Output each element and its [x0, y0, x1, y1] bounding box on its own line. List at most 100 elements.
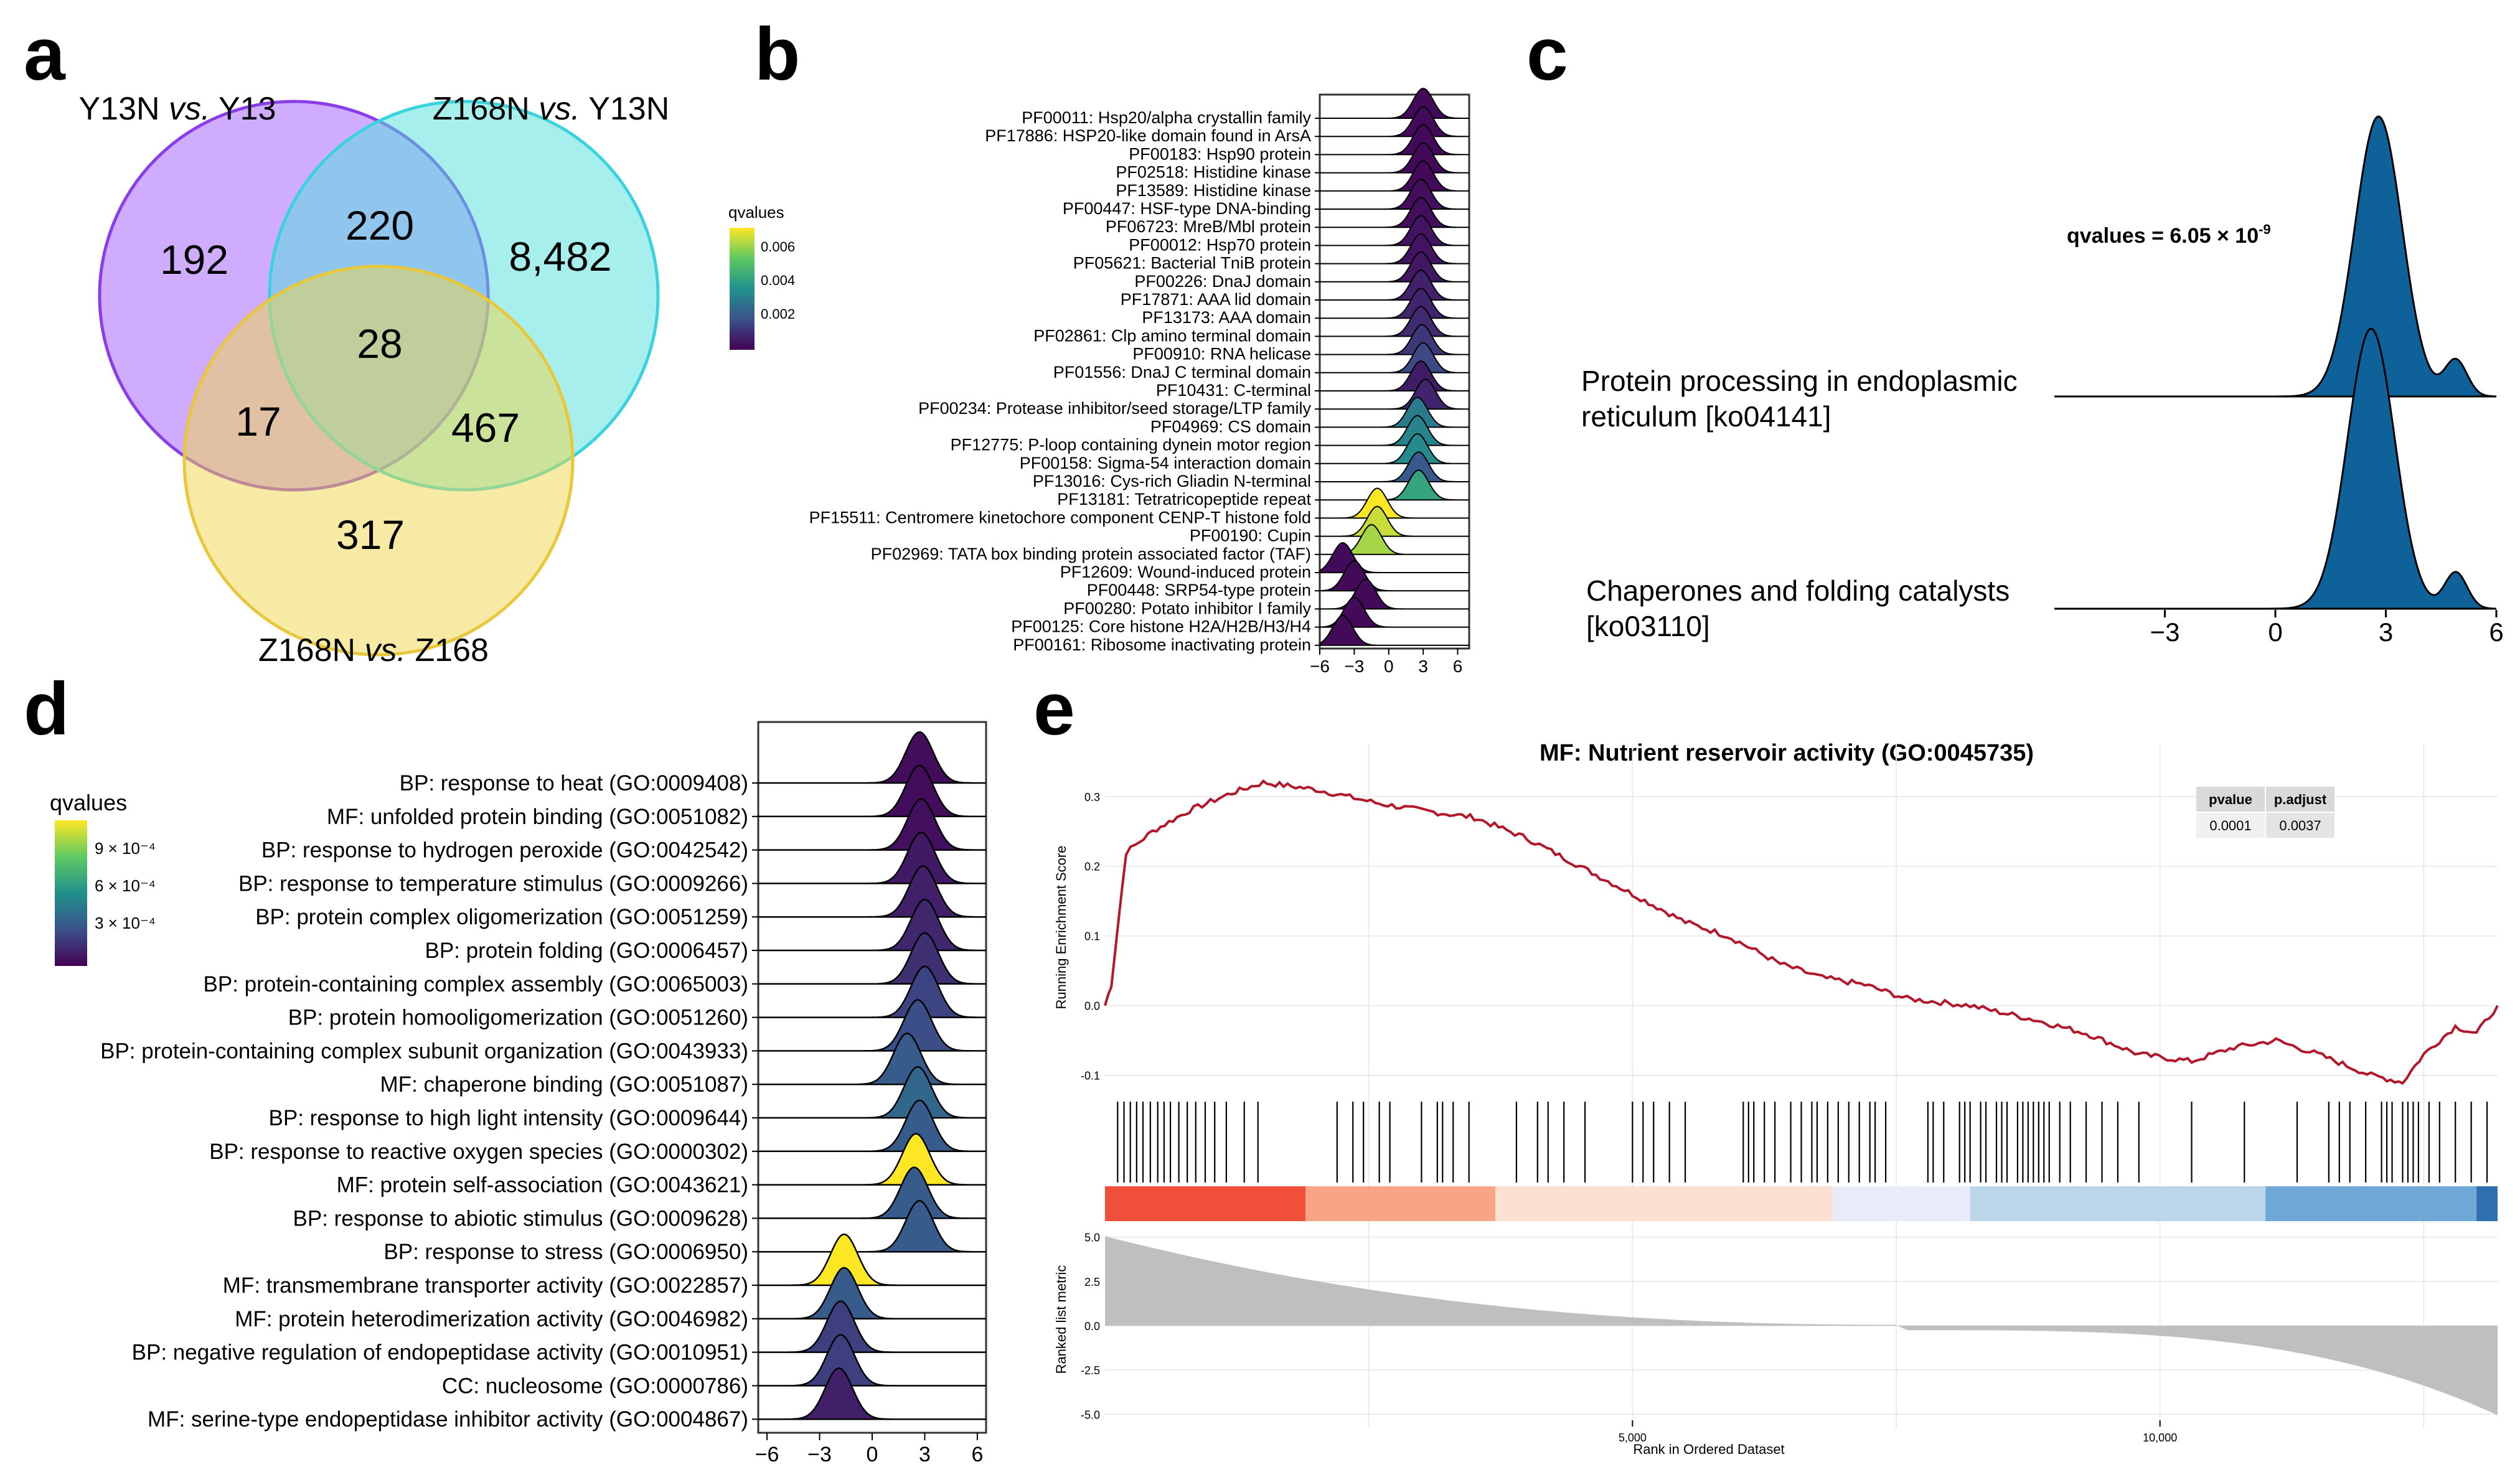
pfam-ridge	[1320, 106, 1469, 138]
kegg-xtick-label: 0	[2268, 617, 2282, 647]
go-legend-title: qvalues	[50, 790, 127, 815]
go-row-label: BP: response to hydrogen peroxide (GO:00…	[261, 838, 748, 863]
go-xtick-label: 3	[919, 1443, 931, 1466]
gsea-xtick-label: 10,000	[2143, 1432, 2177, 1444]
go-ridge	[758, 764, 986, 818]
pfam-ridge	[1320, 88, 1469, 119]
go-ridge	[758, 1267, 986, 1320]
venn-count-a-only: 192	[160, 237, 228, 283]
go-row-label: MF: chaperone binding (GO:0051087)	[380, 1072, 748, 1097]
pfam-legend-tick: 0.004	[761, 273, 795, 288]
pfam-ridge	[1320, 160, 1469, 192]
go-row-label: MF: unfolded protein binding (GO:0051082…	[327, 805, 748, 829]
go-row-label: BP: protein folding (GO:0006457)	[425, 939, 748, 963]
pfam-row-label: PF17886: HSP20-like domain found in ArsA	[985, 126, 1311, 145]
gsea-stats-table: pvalue p.adjust 0.0001 0.0037	[2196, 787, 2334, 838]
kegg-row-label: reticulum [ko04141]	[1581, 400, 1831, 433]
table-header-cell	[2196, 787, 2265, 812]
pfam-row-label: PF02518: Histidine kinase	[1116, 163, 1311, 182]
gsea-heat-segment	[1305, 1186, 1496, 1221]
gsea-metric-ylabel: Ranked list metric	[1053, 1265, 1069, 1374]
gsea-es-tick-label: 0.0	[1084, 1000, 1100, 1013]
pfam-row-label: PF00447: HSF-type DNA-binding	[1063, 199, 1311, 218]
venn-count-c-only: 317	[336, 512, 405, 558]
go-ridge	[758, 731, 986, 784]
pfam-ridge	[1319, 560, 1469, 592]
pfam-row-label: PF04969: CS domain	[1150, 417, 1311, 436]
go-legend-tick: 3 × 10⁻⁴	[95, 914, 156, 932]
go-row-label: MF: transmembrane transporter activity (…	[223, 1273, 748, 1298]
table-header: p.adjust	[2274, 792, 2327, 807]
pfam-row-label: PF00161: Ribosome inactivating protein	[1013, 635, 1311, 654]
pfam-ridge	[1320, 433, 1469, 464]
table-header-cell	[2266, 787, 2334, 812]
venn-set-c	[182, 265, 575, 657]
pfam-ridge	[1320, 415, 1469, 446]
kegg-row-label: [ko03110]	[1586, 610, 1710, 642]
gsea-es-tick-label: 0.3	[1084, 791, 1100, 804]
venn-diagram: Y13N vs. Y13 Z168N vs. Y13N Z168N vs. Z1…	[78, 91, 669, 668]
pfam-row-label: PF00280: Potato inhibitor I family	[1063, 599, 1311, 617]
go-row-label: MF: serine-type endopeptidase inhibitor …	[148, 1407, 748, 1432]
kegg-row-label: Chaperones and folding catalysts	[1586, 574, 2010, 607]
pfam-ridge	[1320, 269, 1469, 301]
go-ridge	[758, 965, 986, 1018]
go-row-label: BP: protein homooligomerization (GO:0051…	[288, 1006, 748, 1030]
venn-set-c-label: Z168N vs. Z168	[258, 632, 489, 668]
pfam-row-label: PF02861: Clp amino terminal domain	[1033, 326, 1311, 345]
gsea-metric-tick-label: -2.5	[1081, 1364, 1100, 1377]
kegg-qvalue-annotation: qvalues = 6.05 × 10-9	[2067, 222, 2271, 248]
pfam-legend-title: qvalues	[728, 203, 784, 222]
pfam-ridge	[1320, 215, 1469, 246]
gsea-heat-segment	[1833, 1186, 1970, 1221]
pfam-ridge	[1320, 142, 1469, 174]
gsea-xtick-label: 5,000	[1619, 1432, 1647, 1444]
pfam-row-label: PF13173: AAA domain	[1142, 308, 1311, 327]
pfam-row-label: PF13181: Tetratricopeptide repeat	[1057, 490, 1311, 509]
pfam-row-label: PF15511: Centromere kinetochore componen…	[809, 508, 1311, 527]
go-ridge	[758, 932, 986, 985]
panel-label-b: b	[755, 12, 800, 96]
venn-count-bc: 467	[451, 405, 520, 451]
kegg-ridge	[2054, 115, 2497, 398]
pfam-row-label: PF00234: Protease inhibitor/seed storage…	[918, 399, 1311, 418]
pfam-xtick-label: −6	[1310, 657, 1330, 676]
pfam-plot-frame	[1319, 93, 1470, 650]
gsea-heat-segment	[1105, 1186, 1305, 1221]
venn-count-ab: 220	[346, 202, 414, 248]
go-ridge	[758, 1066, 986, 1119]
panel-label-a: a	[24, 12, 66, 96]
pfam-ridge	[1319, 614, 1469, 646]
go-xtick-label: 0	[867, 1443, 878, 1466]
go-legend-colorbar	[55, 820, 87, 966]
go-xtick-label: −3	[807, 1443, 832, 1466]
table-value-cell	[2266, 813, 2334, 838]
pfam-ridge	[1320, 487, 1469, 519]
venn-count-abc: 28	[357, 321, 402, 367]
gsea-title: MF: Nutrient reservoir activity (GO:0045…	[1540, 740, 2034, 766]
go-ridge	[758, 1367, 986, 1420]
pfam-ridge	[1320, 342, 1469, 373]
gsea-metric-tick-label: 5.0	[1084, 1232, 1100, 1244]
pfam-ridge	[1320, 360, 1469, 391]
panel-label-c: c	[1526, 12, 1568, 96]
pfam-ridge	[1320, 505, 1469, 537]
pfam-legend-tick: 0.002	[761, 306, 795, 322]
pfam-row-label: PF00012: Hsp70 protein	[1129, 235, 1311, 254]
gsea-metric-tick-label: 2.5	[1084, 1276, 1100, 1288]
go-ridge	[758, 999, 986, 1052]
pfam-row-label: PF00183: Hsp90 protein	[1129, 144, 1311, 163]
pfam-xtick-label: 6	[1453, 657, 1463, 676]
go-legend-tick: 6 × 10⁻⁴	[95, 876, 156, 895]
panel-label-d: d	[24, 667, 69, 751]
pfam-row-label: PF13589: Histidine kinase	[1116, 181, 1311, 200]
gsea-es-tick-label: -0.1	[1081, 1070, 1100, 1082]
go-ridge	[758, 1334, 986, 1387]
go-row-label: BP: protein-containing complex assembly …	[204, 972, 748, 996]
gsea-plot: MF: Nutrient reservoir activity (GO:0045…	[1053, 740, 2499, 1457]
go-ridgeline-chart: BP: response to heat (GO:0009408) MF: unf…	[50, 721, 987, 1466]
kegg-xtick-label: −3	[2150, 617, 2180, 647]
pfam-ridge	[1320, 324, 1469, 355]
pfam-ridge	[1319, 596, 1469, 628]
